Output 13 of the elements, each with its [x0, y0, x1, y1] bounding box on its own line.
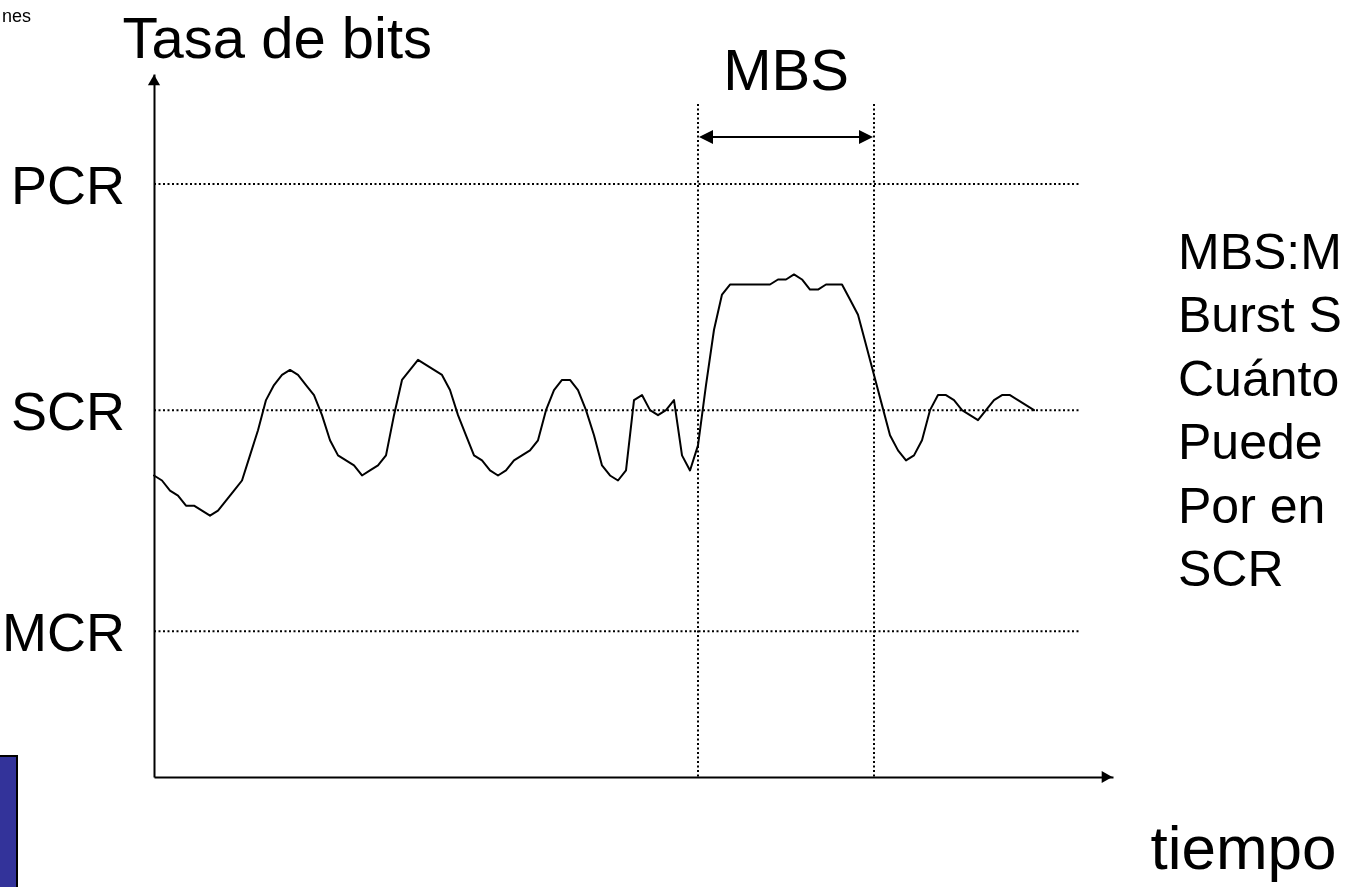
text: SCR: [1178, 540, 1284, 599]
y-axis-title: Tasa de bits: [122, 4, 433, 70]
text: Burst S: [1178, 286, 1342, 346]
text: MBS: [723, 37, 849, 102]
text: MBS:M: [1178, 223, 1342, 282]
text: Por en: [1178, 476, 1326, 536]
text: Cuánto: [1178, 349, 1340, 409]
text: nes: [2, 6, 32, 26]
ref-line-label: MCR: [2, 602, 125, 663]
ref-line-label: PCR: [10, 155, 125, 215]
text: Puede: [1178, 413, 1323, 473]
x-axis-title: tiempo: [1150, 812, 1337, 882]
ref-line-label: SCR: [10, 381, 125, 442]
